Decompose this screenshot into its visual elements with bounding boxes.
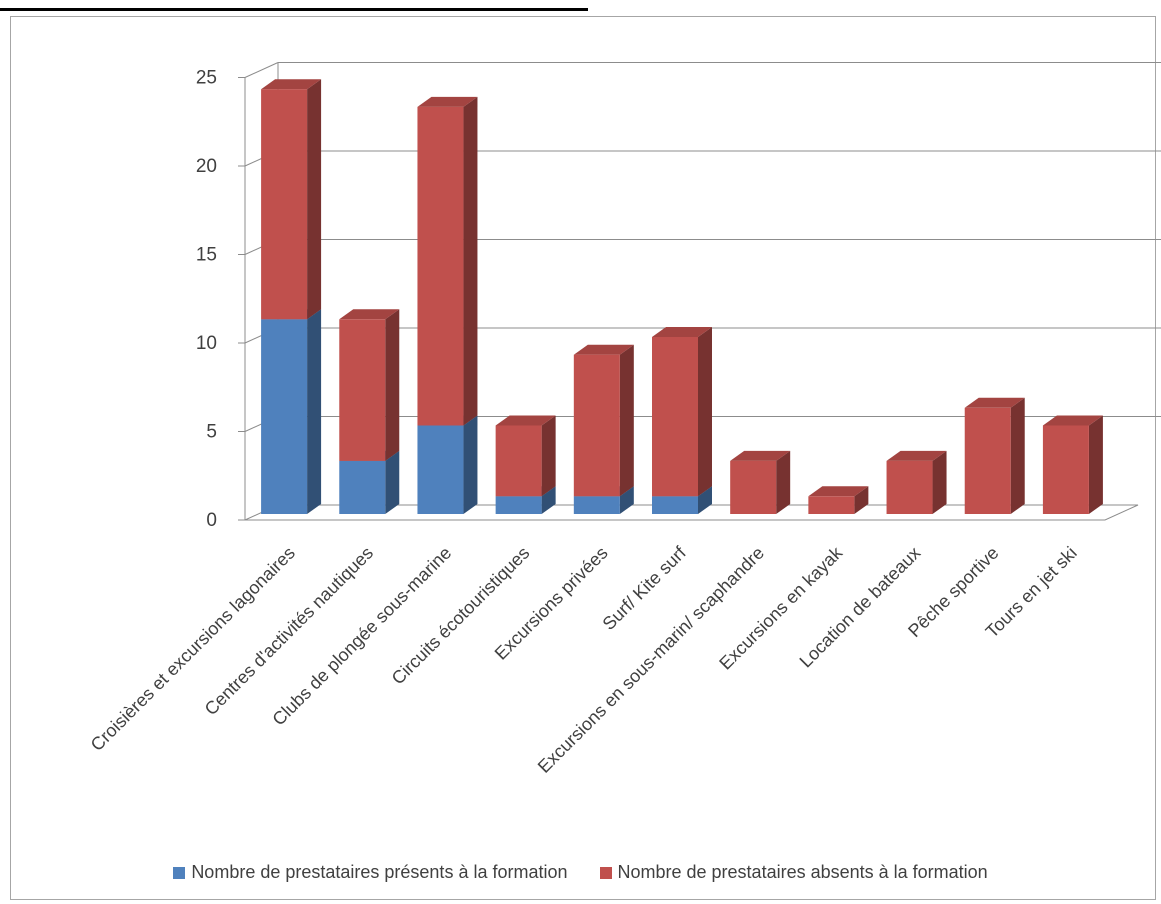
y-tick-label: 10: [196, 333, 217, 354]
bar-absent-top: [652, 327, 712, 337]
legend-item-absent: Nombre de prestataires absents à la form…: [599, 862, 988, 883]
bar-present-side: [307, 309, 322, 514]
top-rule: [0, 8, 588, 11]
bar-absent-top: [417, 96, 478, 107]
y-tick-label: 25: [196, 68, 217, 89]
bar-absent-side: [463, 96, 478, 426]
y-tick-label: 20: [196, 156, 217, 177]
bar-absent-front: [730, 460, 777, 514]
bar-absent: [1042, 415, 1103, 514]
bar-present: [417, 415, 478, 514]
legend-item-present: Nombre de prestataires présents à la for…: [173, 862, 568, 883]
bar-absent-side: [1010, 397, 1025, 514]
bar-present-front: [573, 496, 620, 514]
legend-swatch-absent: [599, 866, 612, 879]
bar-absent: [573, 344, 634, 497]
bar-absent: [261, 79, 322, 320]
bar-absent: [730, 450, 791, 514]
legend: Nombre de prestataires présents à la for…: [0, 862, 1161, 883]
bar-absent-top: [495, 415, 556, 426]
category-label: Centres d'activités nautiques: [201, 543, 377, 719]
bar-absent: [417, 96, 478, 426]
bar-absent-side: [776, 450, 791, 514]
bar-absent: [495, 415, 556, 497]
bar-present-side: [385, 450, 400, 514]
bar-absent-front: [261, 89, 308, 320]
bar-absent-top: [573, 344, 634, 355]
bar-absent-side: [932, 450, 947, 514]
bar-absent-top: [808, 486, 869, 497]
bar-absent: [339, 309, 400, 461]
bar-absent-side: [385, 309, 400, 461]
bar-absent-front: [652, 337, 698, 497]
legend-label-absent: Nombre de prestataires absents à la form…: [617, 862, 988, 882]
bar-absent-front: [886, 460, 933, 514]
bar-absent-side: [307, 79, 322, 320]
bar-absent: [886, 450, 947, 514]
bar-present-side: [698, 486, 712, 514]
bar-absent-front: [808, 496, 855, 514]
bar-present-front: [652, 496, 698, 514]
category-label: Circuits écotouristiques: [388, 543, 534, 689]
bar-absent-top: [964, 397, 1025, 408]
bar-absent-front: [1042, 425, 1089, 514]
bar-absent-side: [854, 486, 869, 514]
category-labels: Croisières et excursions lagonairesCentr…: [87, 542, 1081, 777]
legend-label-present: Nombre de prestataires présents à la for…: [191, 862, 568, 882]
bar-present-front: [339, 460, 386, 514]
bar-present-front: [495, 496, 542, 514]
bar-absent-top: [261, 79, 322, 90]
bar-present-side: [463, 415, 478, 514]
y-tick-label: 5: [206, 422, 217, 443]
y-tick-label: 15: [196, 245, 217, 266]
bar-present-side: [541, 486, 556, 514]
bar-absent-side: [541, 415, 556, 497]
bar-absent: [652, 327, 712, 497]
bar-absent-front: [417, 106, 464, 426]
bar-present: [261, 309, 322, 514]
bars: [261, 79, 1103, 514]
bar-absent-top: [886, 450, 947, 461]
y-tick-label: 0: [206, 510, 217, 531]
bar-present-side: [619, 486, 634, 514]
bar-absent-side: [698, 327, 712, 497]
bar-absent-top: [339, 309, 400, 320]
legend-swatch-present: [173, 866, 186, 879]
bar-absent-front: [339, 319, 386, 461]
bar-absent-top: [730, 450, 791, 461]
bar-absent-side: [619, 344, 634, 497]
bar-absent-top: [1042, 415, 1103, 426]
bar-present-front: [417, 425, 464, 514]
gridline-diagonal: [244, 62, 279, 78]
bar-absent-front: [495, 425, 542, 497]
bar-absent: [964, 397, 1025, 514]
bar-present-front: [261, 319, 308, 514]
bar-absent-front: [964, 407, 1011, 514]
bar-absent-side: [1088, 415, 1103, 514]
bar-absent-front: [573, 354, 620, 497]
y-axis-ticks: 0 5 10 15 20 25: [196, 68, 245, 531]
bar-absent: [808, 486, 869, 514]
